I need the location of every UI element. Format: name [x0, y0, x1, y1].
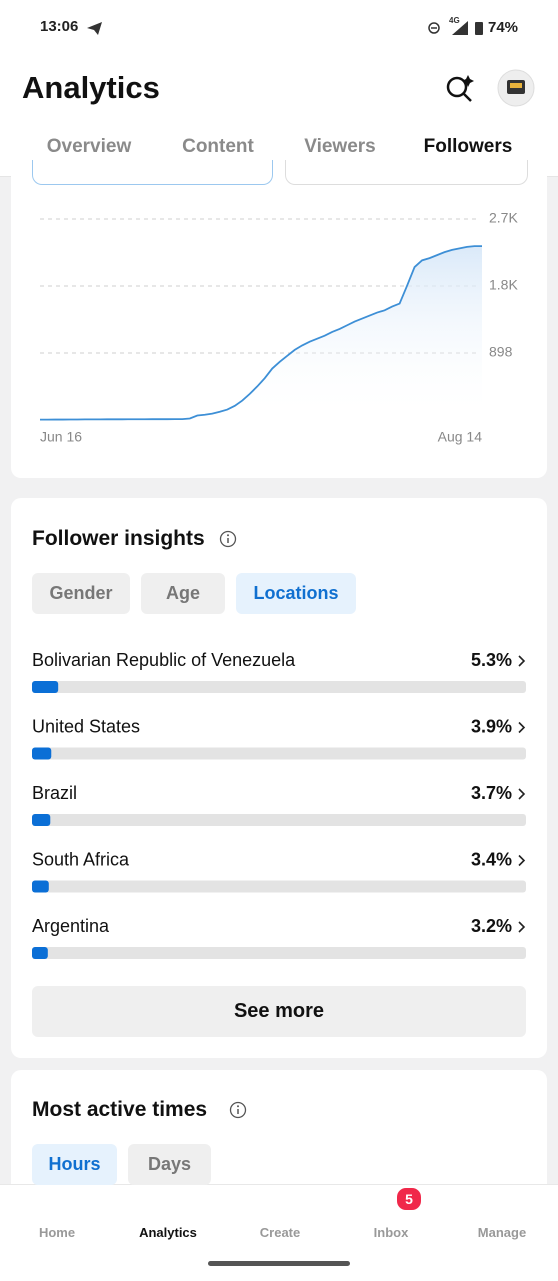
- section-title: Most active times: [32, 1098, 208, 1121]
- line: [40, 245, 482, 421]
- avatar[interactable]: [497, 69, 535, 107]
- nav-label[interactable]: Manage: [477, 1225, 527, 1240]
- bar-track: [32, 947, 526, 959]
- area: [40, 246, 482, 420]
- location-name: Bolivarian Republic of Venezuela: [32, 650, 296, 670]
- y-tick-label: 898: [489, 344, 513, 360]
- chevron[interactable]: [518, 655, 526, 667]
- location-value: 3.9%: [471, 716, 512, 736]
- location-name: Argentina: [32, 916, 110, 936]
- nav-label[interactable]: Analytics: [139, 1225, 197, 1240]
- filter-chip[interactable]: Locations: [236, 573, 356, 614]
- battery: 74%: [488, 19, 519, 36]
- y-tick-label: 1.8K: [489, 277, 518, 293]
- tab[interactable]: Viewers: [304, 136, 376, 157]
- tab[interactable]: Overview: [46, 136, 132, 157]
- page-title: Analytics: [22, 70, 160, 105]
- location-name: Brazil: [32, 783, 77, 803]
- bar: [32, 681, 59, 693]
- info-icon[interactable]: [219, 530, 237, 548]
- nav-label[interactable]: Create: [259, 1225, 301, 1240]
- status-icons: [428, 21, 483, 35]
- network: 4G: [449, 16, 460, 25]
- x-tick-label: Aug 14: [438, 429, 483, 445]
- filter-chip[interactable]: Days: [128, 1144, 211, 1185]
- tab[interactable]: Followers: [423, 136, 513, 157]
- nav-label[interactable]: Home: [38, 1225, 76, 1240]
- badge: 5: [395, 1186, 423, 1212]
- location-value: 3.2%: [471, 916, 512, 936]
- nav-label[interactable]: Inbox: [373, 1225, 409, 1240]
- chevron[interactable]: [518, 788, 526, 800]
- bar-track: [32, 880, 526, 893]
- bar: [32, 880, 49, 893]
- y-tick-label: 2.7K: [489, 210, 518, 226]
- location-name: South Africa: [32, 849, 130, 869]
- filter-chip[interactable]: Gender: [32, 573, 130, 614]
- filter-chip[interactable]: Age: [141, 573, 225, 614]
- chevron[interactable]: [518, 854, 526, 867]
- location-name: United States: [32, 716, 140, 736]
- bar: [32, 947, 48, 959]
- bar-track: [32, 814, 526, 826]
- search-button[interactable]: [444, 72, 476, 104]
- location-value: 3.7%: [471, 783, 512, 803]
- x-tick-label: Jun 16: [40, 429, 82, 445]
- bottom-nav: Home Analytics Create Inbox Manage 5: [0, 1184, 558, 1281]
- locations-chart: Bolivarian Republic of Venezuela 5.3% Unit…: [32, 650, 526, 959]
- tab[interactable]: Content: [182, 136, 254, 157]
- filter-chip[interactable]: Hours: [32, 1144, 117, 1185]
- home-indicator: [208, 1261, 350, 1266]
- telegram-icon: [87, 22, 102, 35]
- bar-track: [32, 681, 526, 693]
- location-value: 3.4%: [471, 849, 512, 869]
- bar-track: [32, 747, 526, 760]
- followers-chart: 898 1.8K 2.7K Jun 16 Aug 14: [40, 210, 518, 445]
- chevron[interactable]: [518, 921, 526, 933]
- info-icon[interactable]: [229, 1101, 247, 1119]
- status-time: 13:06: [40, 18, 79, 35]
- metric-tab[interactable]: [32, 160, 273, 185]
- section-title: Follower insights: [32, 527, 205, 550]
- chevron[interactable]: [518, 721, 526, 734]
- bar: [32, 814, 51, 826]
- see-more-button[interactable]: See more: [32, 986, 526, 1037]
- location-value: 5.3%: [471, 650, 512, 670]
- metric-tab[interactable]: [285, 160, 528, 185]
- bar: [32, 747, 52, 760]
